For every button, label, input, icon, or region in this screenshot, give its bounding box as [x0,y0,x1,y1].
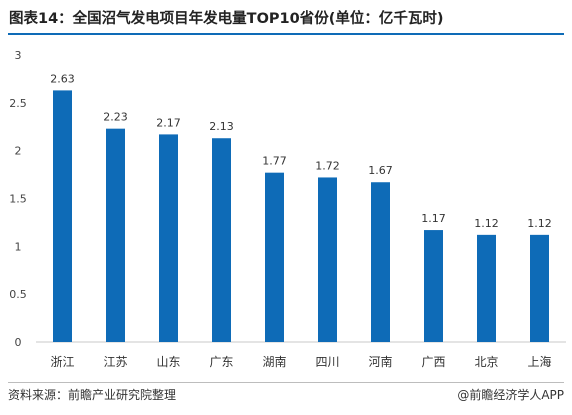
bar-value-label: 2.17 [156,116,181,129]
x-tick-label: 北京 [474,355,498,369]
y-tick-label: 1 [15,240,22,253]
brand-credit: @前瞻经济学人APP [457,388,564,402]
y-tick-label: 0 [15,336,22,349]
bar [159,134,178,342]
bar-value-label: 1.67 [368,164,393,177]
y-tick-label: 1.5 [9,193,27,206]
x-tick-label: 浙江 [50,355,74,369]
bar [265,172,284,342]
x-tick-label: 广西 [421,355,445,369]
bar-value-label: 1.77 [262,155,287,168]
chart-title: 图表14：全国沼气发电项目年发电量TOP10省份(单位：亿千瓦时) [9,11,444,27]
bar [106,128,125,342]
bar-chart: 0 0.5 1 1.5 2 2.5 3 2.63 2.23 2.17 2.13 1.77 1.72 1.… [9,49,566,369]
y-tick-label: 0.5 [9,288,27,301]
y-axis-ticks: 0 0.5 1 1.5 2 2.5 3 [9,49,27,349]
bar-value-label: 2.13 [209,120,234,133]
bar-value-label: 1.12 [474,217,499,230]
bar-value-label: 1.17 [421,212,446,225]
bar [424,230,443,342]
value-labels: 2.63 2.23 2.17 2.13 1.77 1.72 1.67 1.17 1.12 1.12 [50,72,552,229]
bar-value-label: 2.63 [50,72,75,85]
y-tick-label: 2 [15,145,22,158]
footer-divider [8,382,564,383]
bar [212,138,231,342]
x-tick-label: 河南 [368,354,392,369]
bar-value-label: 2.23 [103,111,128,124]
source-note: 资料来源：前瞻产业研究院整理 [8,388,177,402]
x-tick-label: 广东 [209,355,233,369]
x-tick-label: 上海 [527,354,551,369]
x-tick-label: 山东 [156,355,180,369]
bar-value-label: 1.72 [315,159,340,172]
y-tick-label: 2.5 [9,97,27,110]
bar-value-label: 1.12 [527,217,552,230]
bar [371,182,390,342]
bar [53,90,72,342]
x-tick-label: 四川 [315,355,339,369]
y-tick-label: 3 [15,49,22,62]
bar [530,234,549,342]
bar [477,234,496,342]
title-underline [8,33,564,35]
bar [318,177,337,342]
x-tick-label: 湖南 [262,354,286,369]
x-tick-label: 江苏 [103,355,127,369]
bars [53,90,549,342]
x-axis-labels: 浙江 江苏 山东 广东 湖南 四川 河南 广西 北京 上海 [50,354,551,369]
